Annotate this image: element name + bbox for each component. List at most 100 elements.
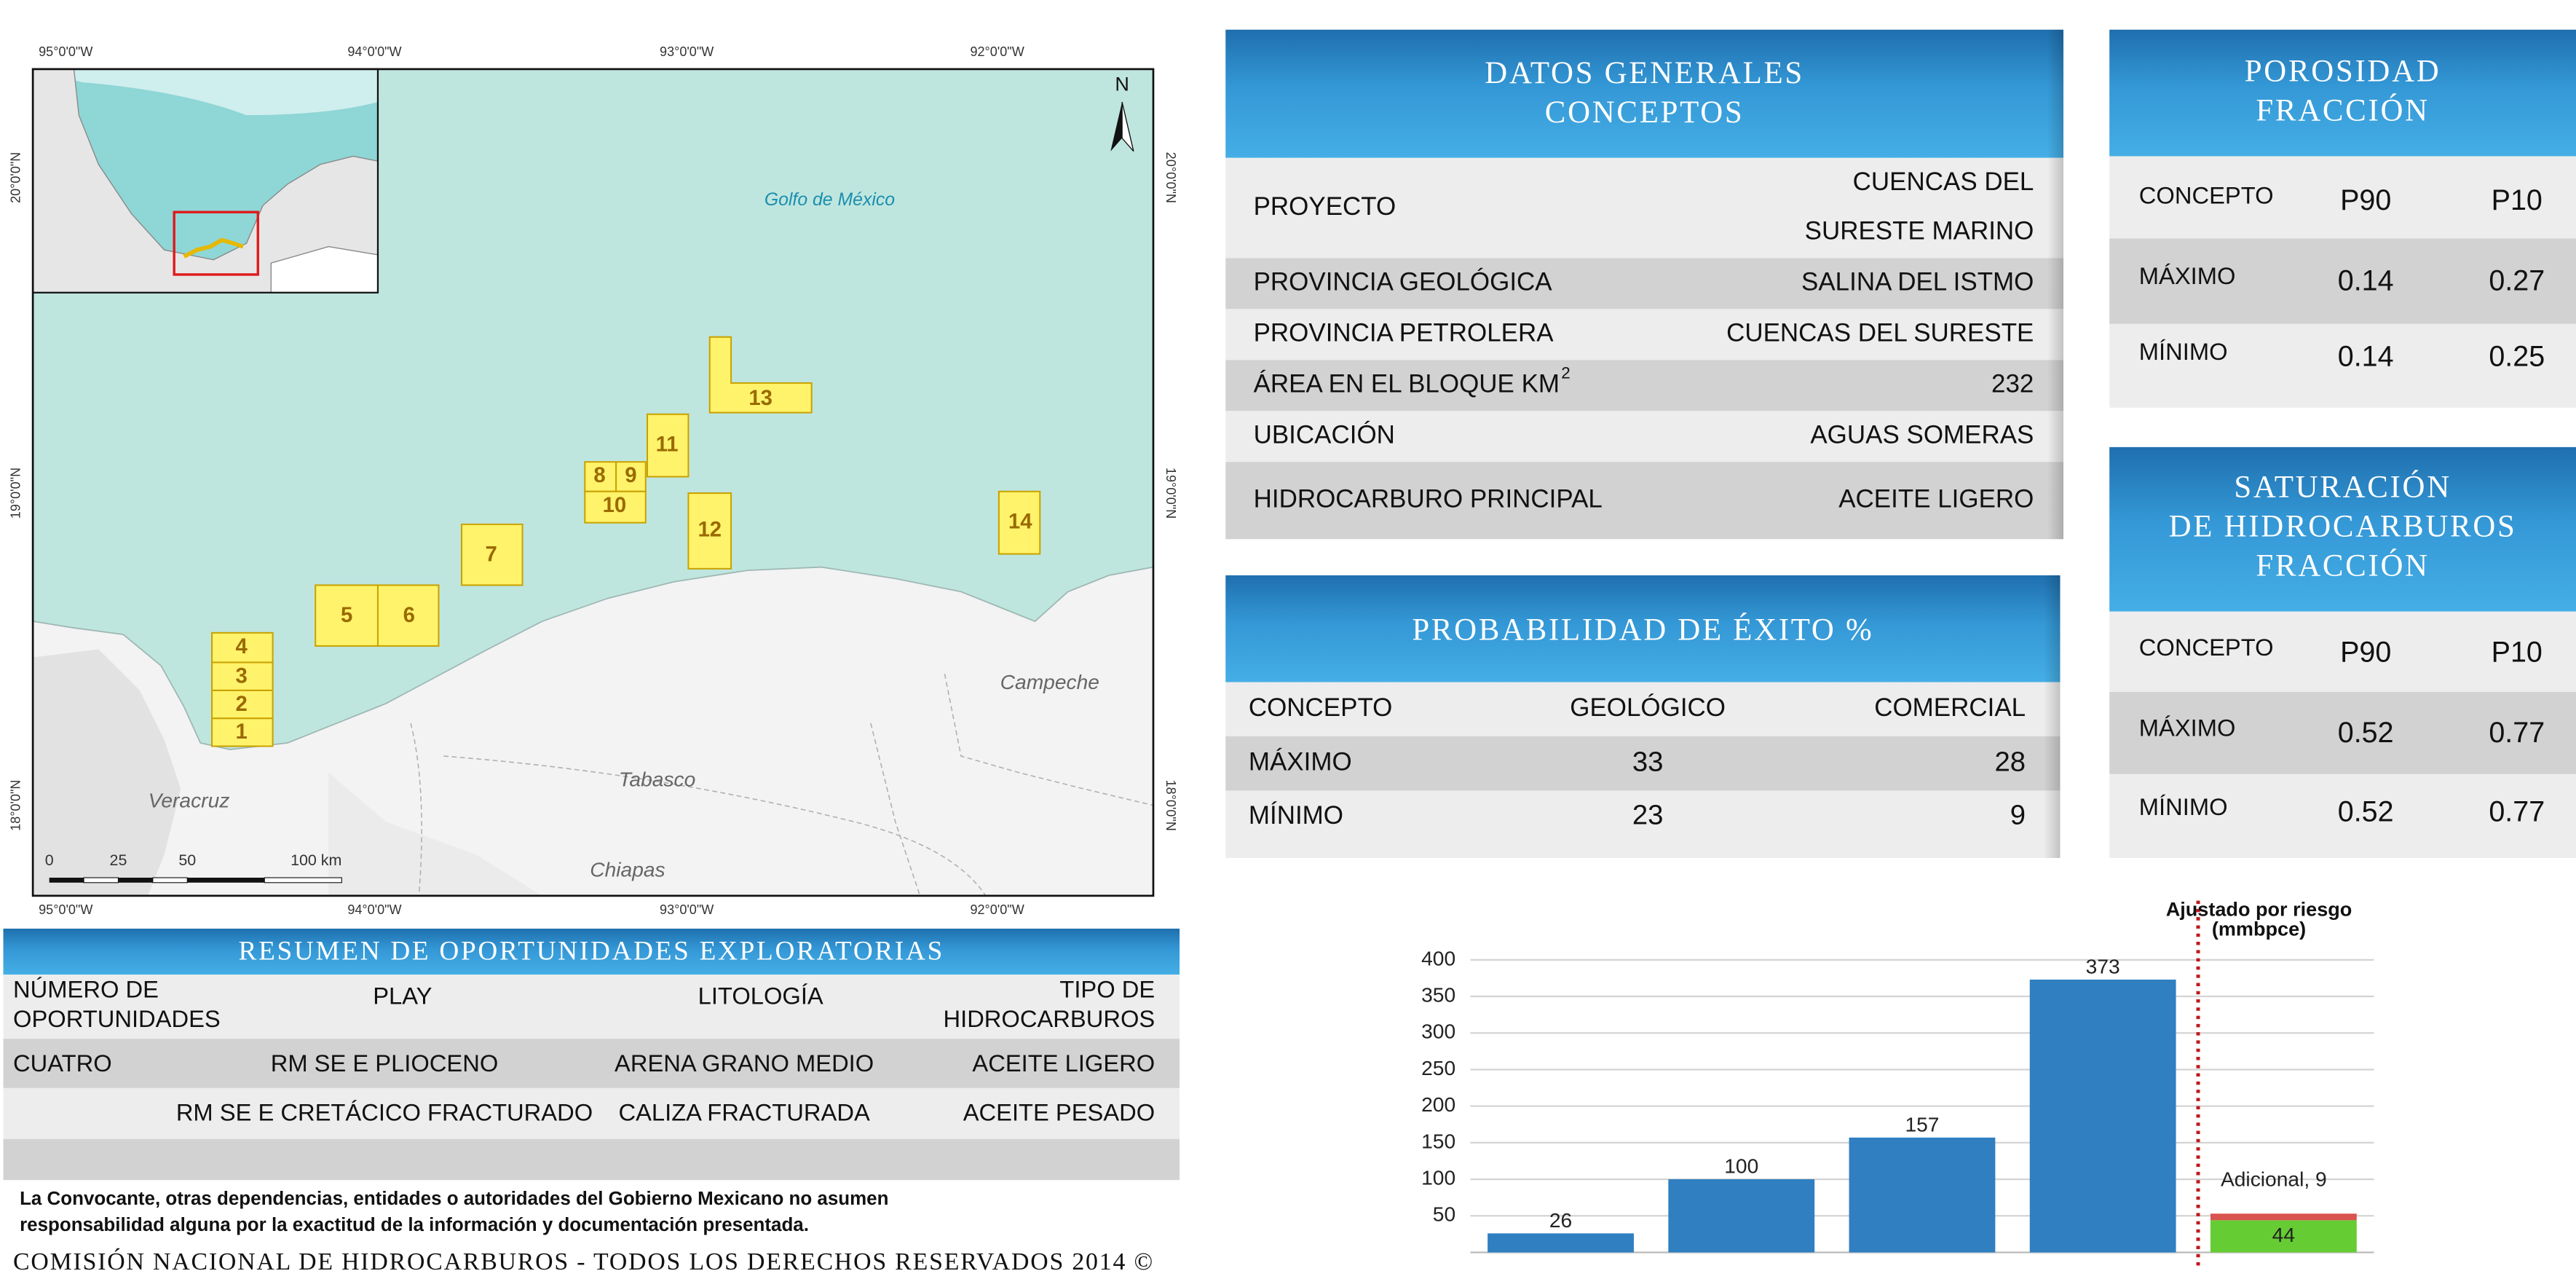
table-cell: RM SE E PLIOCENO — [271, 1050, 499, 1077]
scale-label: 25 — [110, 851, 127, 869]
longitude-label: 93°0'0"W — [660, 44, 714, 59]
place-label: Golfo de México — [764, 190, 895, 210]
table-cell: MÁXIMO — [1249, 747, 1352, 776]
column-header: HIDROCARBUROS — [943, 1005, 1155, 1032]
exploration-block — [615, 461, 647, 492]
row-label-superscript: 2 — [1561, 363, 1571, 382]
block-label: 14 — [1008, 509, 1032, 533]
row-value: SALINA DEL ISTMO — [1801, 268, 2034, 296]
bar — [1487, 1233, 1634, 1253]
inset-map — [33, 68, 378, 293]
table-cell: ACEITE LIGERO — [972, 1050, 1155, 1077]
exploration-block — [376, 584, 440, 647]
y-tick-label: 50 — [1433, 1203, 1455, 1226]
scale-label: 100 km — [291, 851, 341, 869]
table-title: RESUMEN DE OPORTUNIDADES EXPLORATORIAS — [239, 936, 945, 966]
table-row — [3, 1087, 1180, 1139]
latitude-label: 18°0'0"N — [8, 780, 23, 831]
longitude-label: 93°0'0"W — [660, 902, 714, 917]
table-header — [2109, 29, 2576, 157]
map: N — [31, 68, 1155, 897]
table-row — [1225, 682, 2061, 736]
table-cell: MÁXIMO — [2139, 262, 2236, 289]
exploration-block — [584, 461, 617, 492]
table-title: FRACCIÓN — [2256, 549, 2429, 583]
block-label: 1 — [236, 720, 248, 744]
chart-title: Ajustado por riesgo — [2166, 897, 2352, 920]
y-tick-label: 350 — [1421, 983, 1455, 1007]
column-header: P10 — [2492, 637, 2543, 669]
table-cell: MÍNIMO — [1249, 801, 1343, 830]
data-label: 100 — [1724, 1154, 1758, 1178]
data-label: 157 — [1905, 1113, 1939, 1136]
data-label: Adicional, 9 — [2221, 1168, 2327, 1191]
table-title: DE HIDROCARBUROS — [2169, 510, 2517, 544]
block-label: 10 — [603, 493, 627, 517]
exploration-block — [646, 413, 690, 478]
column-header: OPORTUNIDADES — [13, 1005, 221, 1032]
row-label: PROVINCIA GEOLÓGICA — [1254, 268, 1553, 296]
column-header: P10 — [2492, 184, 2543, 216]
exploration-block — [211, 661, 274, 691]
inset-shelf — [33, 68, 378, 116]
column-header: PLAY — [373, 982, 432, 1009]
exploration-block — [584, 490, 647, 524]
y-tick-label: 400 — [1421, 946, 1455, 969]
row-label: UBICACIÓN — [1254, 420, 1395, 449]
y-tick-label: 150 — [1421, 1129, 1455, 1152]
row-value: 232 — [1991, 369, 2034, 398]
longitude-label: 92°0'0"W — [970, 902, 1024, 917]
table-row — [2109, 692, 2576, 774]
block-label: 7 — [486, 543, 497, 567]
block-label: 5 — [341, 603, 352, 627]
state-border — [944, 674, 1153, 806]
longitude-label: 95°0'0"W — [39, 902, 92, 917]
table-cell: ARENA GRANO MEDIO — [615, 1050, 874, 1077]
block-label: 9 — [625, 463, 636, 487]
block-label: 4 — [236, 634, 248, 658]
column-header: TIPO DE — [1059, 975, 1155, 1002]
relief — [33, 649, 181, 896]
table-cell: 0.77 — [2489, 717, 2545, 749]
latitude-label: 20°0'0"N — [8, 152, 23, 203]
latitude-label: 18°0'0"N — [1163, 780, 1178, 831]
chart-subtitle: (mmbpce) — [2212, 917, 2306, 940]
block-label: 6 — [403, 603, 415, 627]
table-cell: 28 — [1994, 746, 2026, 777]
table-row — [1225, 411, 2064, 463]
north-arrow — [1121, 101, 1134, 152]
table-cell: 0.77 — [2489, 795, 2545, 827]
table-cell: 0.14 — [2338, 340, 2394, 372]
column-header: CONCEPTO — [1249, 693, 1393, 722]
north-label: N — [1115, 73, 1129, 95]
column-header: COMERCIAL — [1874, 693, 2026, 722]
table-row — [1225, 309, 2064, 361]
latitude-label: 20°0'0"N — [1163, 152, 1178, 203]
table-row — [1225, 462, 2064, 540]
column-header: CONCEPTO — [2139, 634, 2274, 661]
disclaimer: responsabilidad alguna por la exactitud … — [20, 1215, 809, 1235]
inset-land — [33, 68, 378, 293]
inset-land — [270, 245, 378, 293]
table-row — [3, 1039, 1180, 1088]
table-title: PROBABILIDAD DE ÉXITO % — [1412, 613, 1873, 648]
relief — [328, 772, 542, 896]
table-row — [1225, 736, 2061, 791]
row-value: SURESTE MARINO — [1805, 217, 2034, 245]
block-label: 13 — [748, 386, 773, 410]
column-header: P90 — [2340, 184, 2391, 216]
exploration-block — [315, 584, 379, 647]
row-label: ÁREA EN EL BLOQUE KM — [1254, 369, 1560, 398]
table-cell: 9 — [2010, 800, 2026, 831]
row-value: AGUAS SOMERAS — [1810, 420, 2034, 449]
table-row — [2109, 611, 2576, 693]
table-cell: 0.27 — [2489, 265, 2545, 297]
table-row — [1225, 157, 2064, 259]
table-title: FRACCIÓN — [2256, 94, 2429, 128]
table-row — [3, 975, 1180, 1039]
row-value: ACEITE LIGERO — [1838, 484, 2034, 513]
latitude-label: 19°0'0"N — [1163, 468, 1178, 519]
table-cell: 23 — [1632, 800, 1664, 831]
data-label: 26 — [1549, 1208, 1572, 1232]
